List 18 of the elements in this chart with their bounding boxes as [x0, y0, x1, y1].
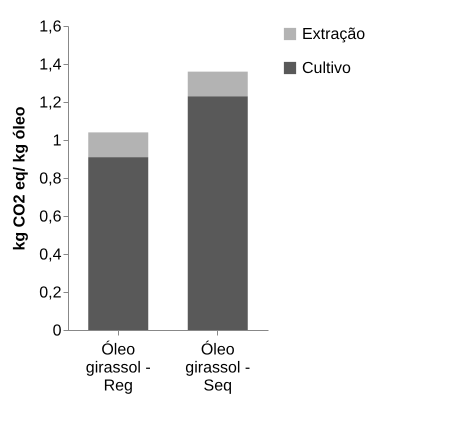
y-tick-label: 1,2 [39, 94, 62, 112]
y-tick-label: 0,6 [39, 208, 62, 226]
y-tick-label: 0,8 [39, 170, 62, 188]
y-tick-label: 1,6 [39, 18, 62, 36]
y-tick-label: 1,4 [39, 56, 62, 74]
legend-label: Extração [302, 26, 366, 43]
bar [88, 157, 148, 330]
y-tick-label: 0,4 [39, 246, 62, 264]
bar [188, 72, 248, 96]
y-tick-label: 0 [52, 322, 62, 340]
bar [88, 132, 148, 158]
bar [188, 96, 248, 330]
y-axis-title: kg CO2 eq/ kg óleo [11, 106, 28, 251]
x-tick-label: Óleo girassol - Seq [185, 340, 250, 394]
x-tick-label: Óleo girassol - Reg [86, 340, 151, 394]
legend-label: Cultivo [302, 60, 352, 77]
y-tick-label: 1 [52, 132, 62, 150]
y-tick-label: 0,2 [39, 284, 62, 302]
